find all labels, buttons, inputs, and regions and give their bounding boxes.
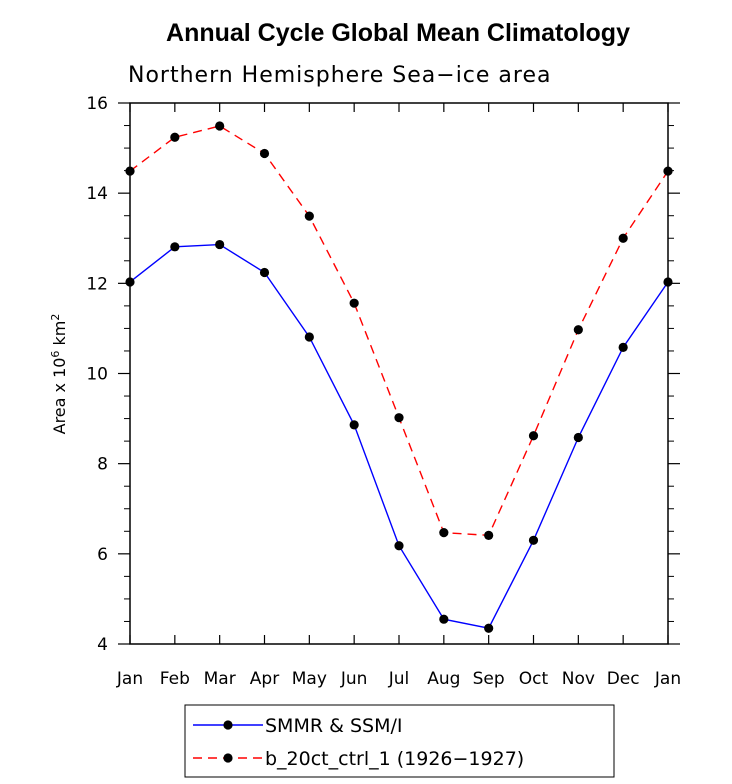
legend-label-1: SMMR & SSM/I [265, 715, 402, 737]
x-tick-label: Aug [427, 669, 460, 689]
series-1-point [484, 623, 494, 633]
y-axis-label-exponent-1: 6 [49, 351, 62, 358]
x-tick-label: May [292, 669, 327, 689]
y-axis-label-prefix: Area x 10 [50, 358, 69, 435]
series-2-point [439, 528, 449, 538]
plot-area: Jan Feb Mar Apr May Jun Jul Aug Sep Oct Nov Dec Jan 4… [86, 94, 681, 689]
series-1-point [170, 242, 180, 252]
y-tick-label: 16 [86, 94, 108, 114]
series-1-point [125, 277, 135, 287]
series-line-2 [129, 125, 669, 537]
legend-box [184, 704, 615, 778]
series-line-1 [129, 243, 669, 630]
y-axis-label: Area x 106 km2 [49, 314, 69, 435]
legend-marker-1 [223, 720, 233, 730]
series-1-point [528, 535, 539, 545]
series-2-point [573, 325, 583, 335]
x-tick-label: Jun [340, 669, 368, 689]
series-2-point [663, 166, 673, 176]
series-2-point [170, 132, 180, 142]
series-2-point [215, 121, 225, 131]
x-tick-label: Oct [519, 669, 549, 689]
y-tick-label: 4 [97, 635, 108, 655]
series-2-point [618, 233, 628, 243]
y-axis-label-exponent-2: 2 [49, 314, 62, 321]
series-1-point [394, 541, 404, 551]
series-2-point [394, 413, 404, 423]
x-tick-label: Mar [204, 669, 236, 689]
series-2-point [349, 298, 359, 308]
series-1-point [663, 277, 673, 287]
series-2-point [304, 211, 314, 221]
plot-frame [129, 102, 669, 645]
y-tick-label: 12 [86, 274, 108, 294]
legend-label-2: b_20ct_ctrl_1 (1926−1927) [265, 748, 524, 770]
x-tick-label: Jan [654, 669, 681, 689]
series-1-point [439, 614, 449, 624]
series-1-point [304, 332, 314, 342]
y-tick-label: 6 [97, 545, 108, 565]
legend-marker-2 [223, 753, 233, 763]
series-2-point [125, 166, 135, 176]
series-1-point [618, 342, 628, 352]
series-2-point [484, 530, 494, 540]
y-axis-label-unit: km [50, 321, 69, 351]
x-tick-label: Jan [116, 669, 143, 689]
x-tick-label: Apr [250, 669, 279, 689]
y-tick-label: 8 [97, 455, 108, 475]
x-tick-label: Nov [562, 669, 595, 689]
series-2-point [259, 148, 270, 159]
legend: SMMR & SSM/I b_20ct_ctrl_1 (1926−1927) [184, 704, 615, 778]
x-tick-label: Sep [473, 669, 505, 689]
series-1-point [215, 239, 225, 250]
x-tick-label: Feb [160, 669, 190, 689]
x-tick-label: Jul [388, 669, 410, 689]
series-1-point [349, 420, 359, 430]
series-2-point [528, 431, 539, 441]
x-tick-label: Dec [607, 669, 640, 689]
series-1-point [259, 267, 270, 278]
y-tick-label: 10 [86, 365, 108, 385]
chart-title: Annual Cycle Global Mean Climatology [166, 19, 630, 47]
series-1-point [573, 432, 583, 443]
y-tick-label: 14 [86, 184, 108, 204]
chart-subtitle: Northern Hemisphere Sea−ice area [128, 63, 552, 88]
